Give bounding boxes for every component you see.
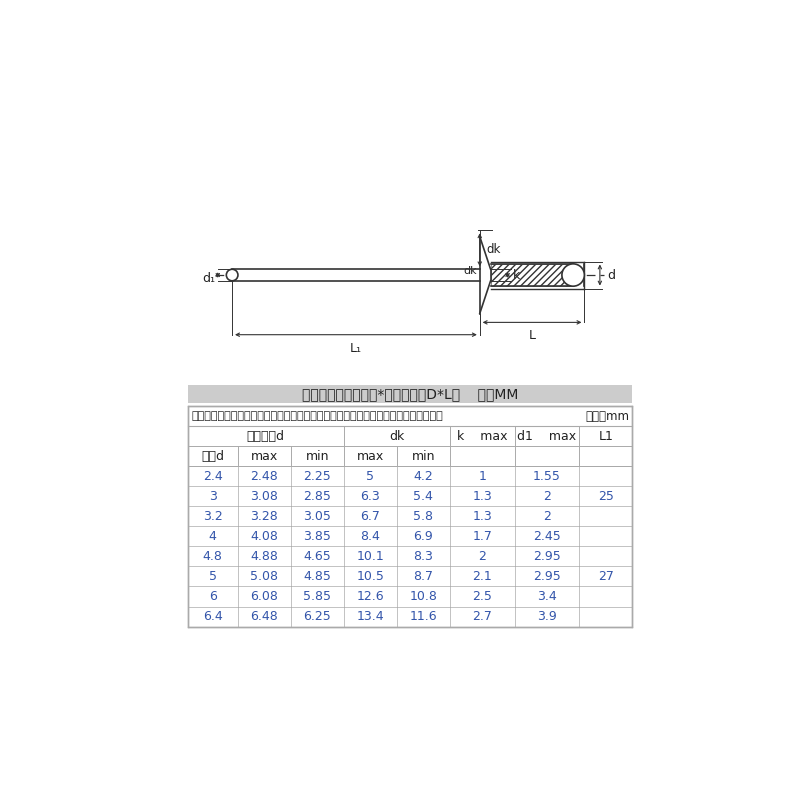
Text: 10.8: 10.8 — [410, 590, 437, 603]
Text: 13.4: 13.4 — [357, 610, 384, 623]
Text: k    max: k max — [457, 430, 507, 443]
Text: 8.7: 8.7 — [414, 570, 434, 583]
Text: max: max — [357, 450, 384, 463]
Text: max: max — [250, 450, 278, 463]
Text: 3: 3 — [209, 490, 217, 503]
Text: 2: 2 — [478, 550, 486, 563]
Text: dk: dk — [486, 243, 500, 256]
Text: 2.4: 2.4 — [202, 470, 222, 483]
Text: 1: 1 — [478, 470, 486, 483]
Text: 8.4: 8.4 — [360, 530, 380, 543]
Text: 1.3: 1.3 — [472, 490, 492, 503]
Text: 6.3: 6.3 — [360, 490, 380, 503]
Text: 1.7: 1.7 — [472, 530, 492, 543]
Text: 4.08: 4.08 — [250, 530, 278, 543]
Text: 3.9: 3.9 — [537, 610, 557, 623]
Text: 2.95: 2.95 — [533, 570, 561, 583]
Text: L: L — [529, 329, 535, 342]
Text: 4: 4 — [209, 530, 217, 543]
Text: 3.4: 3.4 — [537, 590, 557, 603]
Text: 2.1: 2.1 — [472, 570, 492, 583]
Text: 2: 2 — [543, 510, 551, 523]
Text: 2.95: 2.95 — [533, 550, 561, 563]
Text: 2: 2 — [543, 490, 551, 503]
Polygon shape — [480, 237, 490, 314]
Text: 3.28: 3.28 — [250, 510, 278, 523]
Text: L₁: L₁ — [350, 342, 362, 354]
Text: 5.8: 5.8 — [414, 510, 434, 523]
Text: 规格组成：头部直径*头部长度（D*L）    单位MM: 规格组成：头部直径*头部长度（D*L） 单位MM — [302, 387, 518, 401]
Text: 6.7: 6.7 — [360, 510, 380, 523]
Text: 12.6: 12.6 — [357, 590, 384, 603]
Text: 4.65: 4.65 — [303, 550, 331, 563]
Text: k: k — [513, 269, 520, 282]
Text: d: d — [607, 269, 615, 282]
Text: 单位：mm: 单位：mm — [586, 410, 630, 423]
Text: 4.2: 4.2 — [414, 470, 433, 483]
Text: dk: dk — [389, 430, 404, 443]
Bar — [490, 264, 573, 286]
Text: 1.3: 1.3 — [472, 510, 492, 523]
Text: 4.85: 4.85 — [303, 570, 331, 583]
Text: 6.4: 6.4 — [202, 610, 222, 623]
Text: 6.25: 6.25 — [303, 610, 331, 623]
Text: 25: 25 — [598, 490, 614, 503]
Text: 2.7: 2.7 — [472, 610, 492, 623]
Text: d1    max: d1 max — [518, 430, 577, 443]
Text: min: min — [306, 450, 329, 463]
Text: 10.1: 10.1 — [356, 550, 384, 563]
Text: 5: 5 — [209, 570, 217, 583]
Text: 10.5: 10.5 — [356, 570, 384, 583]
Text: 5: 5 — [366, 470, 374, 483]
Text: 2.5: 2.5 — [472, 590, 492, 603]
Text: dk: dk — [464, 266, 478, 276]
Text: 3.05: 3.05 — [303, 510, 331, 523]
Text: L1: L1 — [598, 430, 614, 443]
Text: 5.85: 5.85 — [303, 590, 331, 603]
Bar — [187, 385, 633, 403]
Text: 2.85: 2.85 — [303, 490, 331, 503]
Text: 8.3: 8.3 — [414, 550, 433, 563]
Text: 27: 27 — [598, 570, 614, 583]
Text: 4.8: 4.8 — [202, 550, 222, 563]
Text: 6.48: 6.48 — [250, 610, 278, 623]
Text: 5.08: 5.08 — [250, 570, 278, 583]
Text: min: min — [411, 450, 435, 463]
Text: 2.48: 2.48 — [250, 470, 278, 483]
Text: 2.25: 2.25 — [303, 470, 331, 483]
Text: 2.45: 2.45 — [533, 530, 561, 543]
Text: 6.08: 6.08 — [250, 590, 278, 603]
Text: 公称直径d: 公称直径d — [246, 430, 285, 443]
Text: 注：数値为单批次人工测量，存在一定误差，请以实物为准，介意者慎拍或联系客服！: 注：数値为单批次人工测量，存在一定误差，请以实物为准，介意者慎拍或联系客服！ — [191, 411, 443, 422]
Text: 1.55: 1.55 — [533, 470, 561, 483]
Text: 3.2: 3.2 — [202, 510, 222, 523]
Text: 3.85: 3.85 — [303, 530, 331, 543]
Circle shape — [562, 264, 584, 286]
Text: 4.88: 4.88 — [250, 550, 278, 563]
Circle shape — [226, 270, 238, 281]
Text: 5.4: 5.4 — [414, 490, 433, 503]
Text: 3.08: 3.08 — [250, 490, 278, 503]
Text: 6.9: 6.9 — [414, 530, 433, 543]
Text: 6: 6 — [209, 590, 217, 603]
Text: 公称d: 公称d — [201, 450, 224, 463]
Text: d₁: d₁ — [202, 272, 215, 286]
Bar — [187, 406, 633, 626]
Text: 11.6: 11.6 — [410, 610, 437, 623]
